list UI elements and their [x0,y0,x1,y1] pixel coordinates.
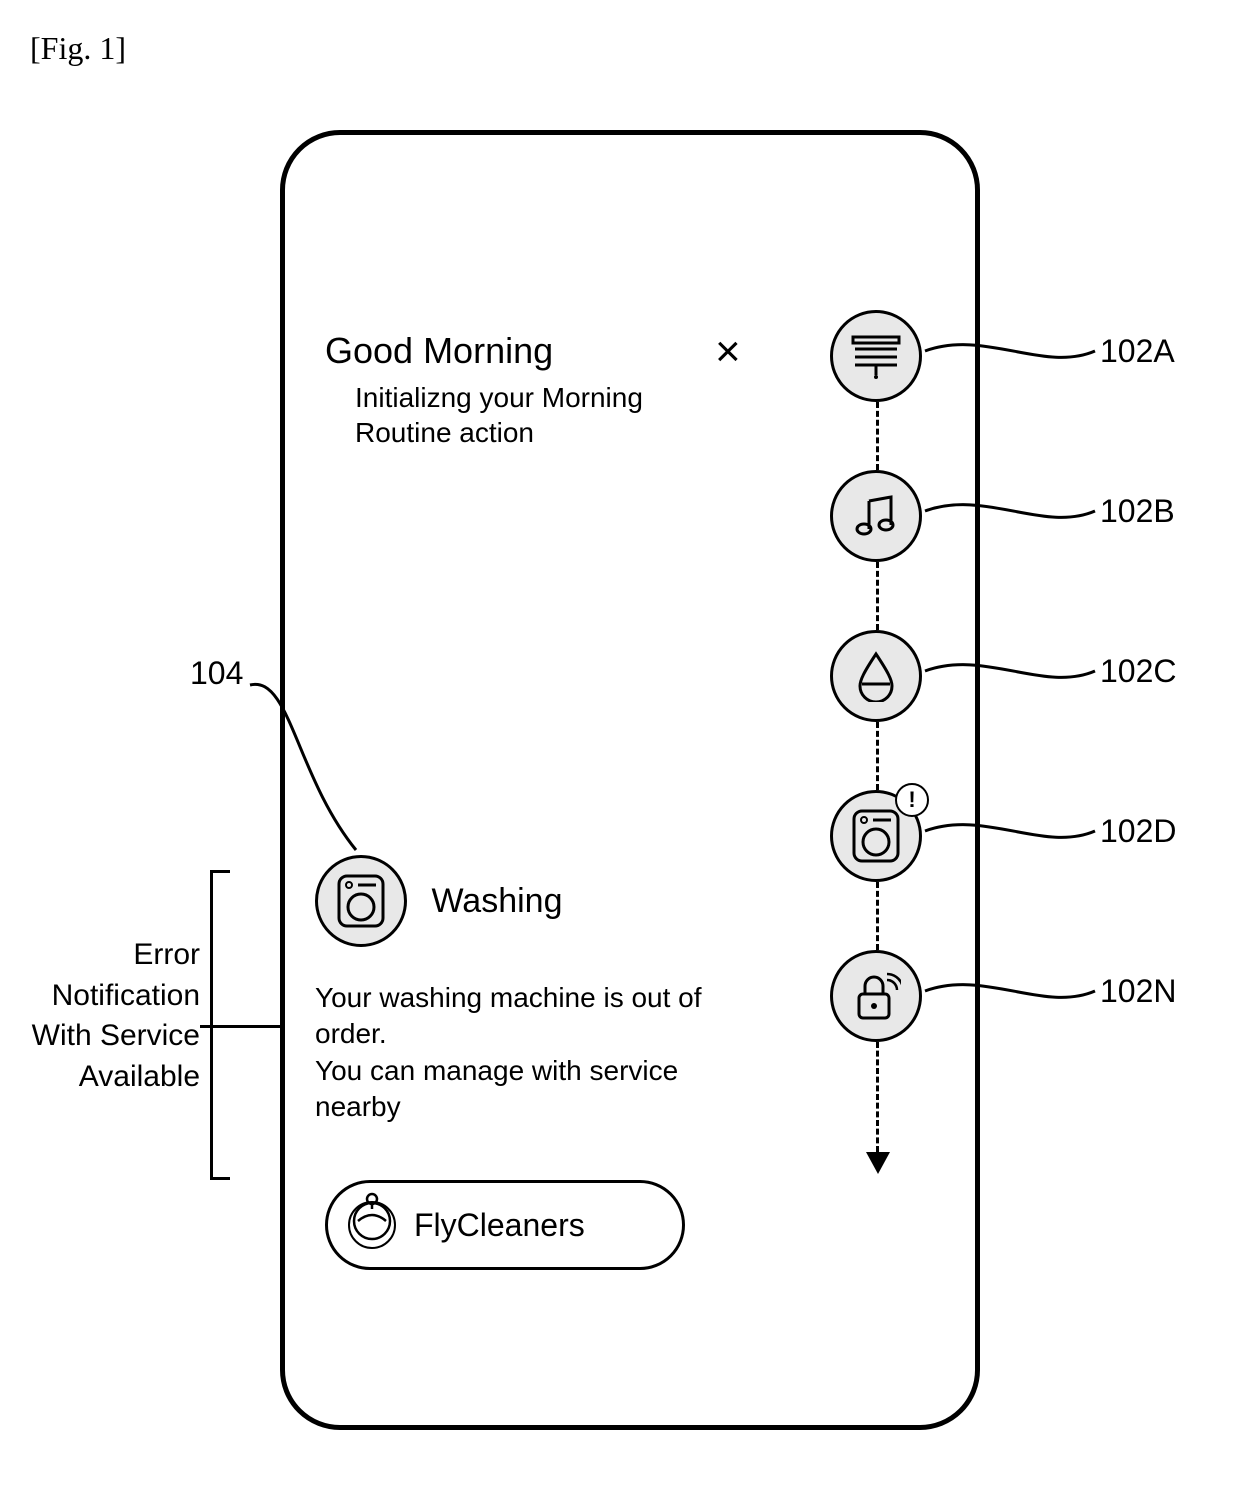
callout-102B: 102B [1100,493,1175,530]
callout-104: 104 [190,655,243,692]
routine-connector [876,722,879,790]
routine-connector [876,402,879,470]
callout-102C: 102C [1100,653,1177,690]
greeting-title: Good Morning [325,330,553,372]
lock-icon[interactable] [830,950,922,1042]
error-caption: Error Notification With Service Availabl… [10,935,200,1097]
routine-connector [876,1042,879,1152]
routine-connector [876,562,879,630]
music-icon[interactable] [830,470,922,562]
service-pill-label: FlyCleaners [414,1207,585,1244]
washer-icon[interactable] [315,855,407,947]
flycleaners-icon [348,1201,396,1249]
washing-row: Washing [315,855,562,947]
error-bracket-connector [200,1025,280,1028]
close-icon[interactable]: × [715,330,741,374]
service-pill[interactable]: FlyCleaners [325,1180,685,1270]
washer-icon[interactable]: ! [830,790,922,882]
greeting-subtitle: Initializng your Morning Routine action [355,380,685,450]
figure-label: [Fig. 1] [30,30,126,67]
phone-frame: Good Morning Initializng your Morning Ro… [280,130,980,1430]
blinds-icon[interactable] [830,310,922,402]
routine-connector [876,882,879,950]
washing-label: Washing [431,882,562,921]
routine-arrow-icon [866,1152,890,1174]
water-icon[interactable] [830,630,922,722]
callout-102N: 102N [1100,973,1177,1010]
callout-102A: 102A [1100,333,1175,370]
alert-badge: ! [895,783,929,817]
washing-message: Your washing machine is out of order.You… [315,980,735,1126]
callout-102D: 102D [1100,813,1177,850]
